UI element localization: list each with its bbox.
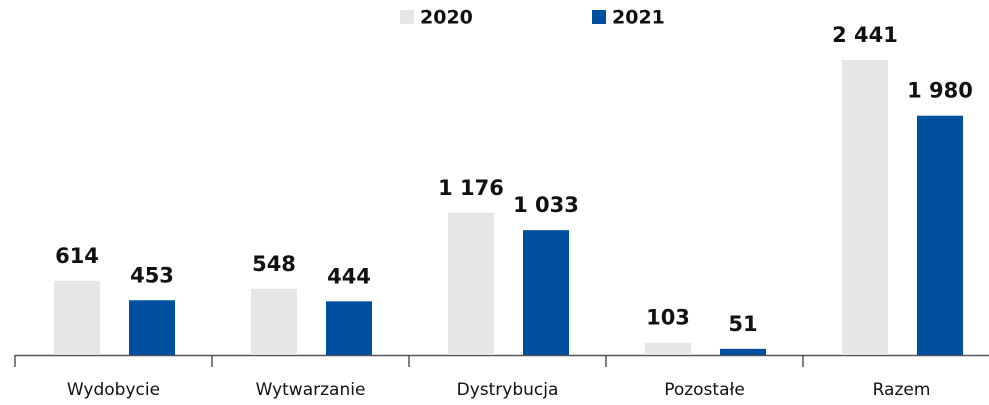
value-label: 1 980 (907, 79, 973, 103)
x-tick-label: Dystrybucja (457, 380, 559, 400)
bar (251, 288, 297, 355)
bar (523, 230, 569, 355)
value-label: 103 (646, 306, 690, 330)
bar (917, 115, 963, 355)
legend-swatch (592, 10, 606, 24)
bar (326, 301, 372, 355)
bar (54, 280, 100, 355)
value-label: 51 (728, 312, 757, 336)
legend-swatch (400, 10, 414, 24)
value-label: 453 (130, 263, 174, 287)
value-label: 1 033 (513, 193, 579, 217)
bar (720, 348, 766, 355)
bar (645, 342, 691, 355)
legend-label: 2021 (612, 7, 665, 29)
bar (842, 60, 888, 355)
value-label: 444 (327, 264, 371, 288)
bar (448, 212, 494, 355)
bar (129, 300, 175, 355)
x-tick-label: Pozostałe (664, 380, 745, 400)
value-label: 2 441 (832, 23, 898, 47)
x-tick-label: Wydobycie (67, 380, 160, 400)
value-label: 1 176 (438, 176, 504, 200)
value-label: 614 (55, 244, 99, 268)
x-tick-label: Wytwarzanie (256, 380, 366, 400)
x-tick-label: Razem (873, 380, 931, 400)
legend-label: 2020 (420, 7, 473, 29)
value-label: 548 (252, 252, 296, 276)
